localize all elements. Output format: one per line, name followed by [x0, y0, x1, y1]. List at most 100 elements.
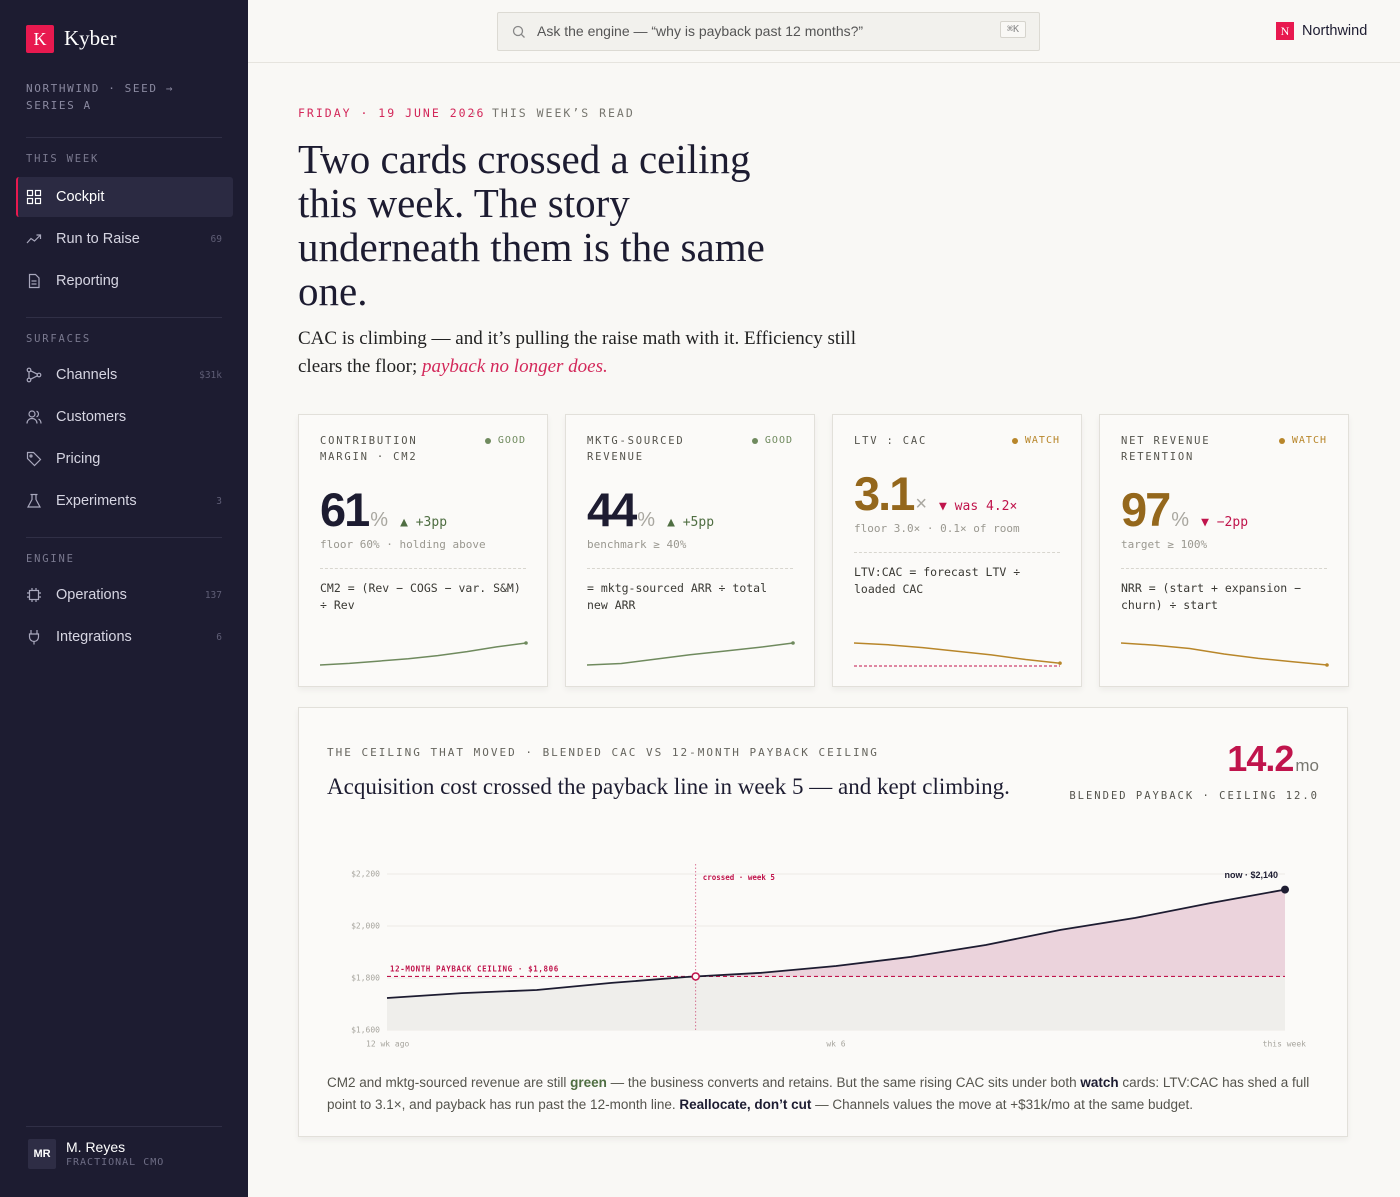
spark-line — [854, 642, 1061, 664]
card-label: LTV : CAC — [854, 435, 928, 447]
status-dot — [751, 438, 758, 444]
nav-item[interactable]: Integrations 6 — [16, 617, 233, 657]
card-divider — [1121, 568, 1327, 569]
stat-value: 14.2 — [1227, 738, 1294, 779]
nav-item[interactable]: Reporting — [16, 261, 233, 301]
nav-icon — [26, 189, 42, 205]
workspace-switcher[interactable]: N Northwind — [1276, 22, 1367, 40]
panel-kicker: THE CEILING THAT MOVED · BLENDED CAC VS … — [327, 746, 879, 759]
card-note: floor 60% · holding above — [320, 538, 486, 551]
y-tick-label: $2,200 — [351, 870, 380, 879]
section-title: ENGINE — [26, 553, 75, 565]
spark-line — [587, 642, 794, 666]
stat-label: BLENDED PAYBACK · CEILING 12.0 — [1069, 790, 1319, 802]
nav-icon — [26, 410, 42, 424]
nav-label: Operations — [56, 587, 127, 603]
separator — [472, 112, 475, 115]
nav-icon — [28, 273, 40, 289]
nav-label: Cockpit — [56, 189, 105, 205]
divider — [26, 317, 222, 318]
nav-item[interactable]: Run to Raise 69 — [16, 219, 233, 259]
card-status: WATCH — [1011, 433, 1060, 449]
card-formula: = mktg-sourced ARR ÷ total new ARR — [587, 581, 768, 612]
card-delta: ▼ −2pp — [1201, 515, 1249, 530]
value-row: 3.1 × ▼ was 4.2× — [854, 466, 1060, 520]
search-icon — [512, 25, 525, 38]
footnote-text: CM2 and mktg-sourced revenue are still — [327, 1075, 571, 1090]
x-tick-label: 12 wk ago — [366, 1040, 410, 1049]
card-label: NET REVENUE RETENTION — [1121, 435, 1211, 463]
dek-emphasis: payback no longer does. — [421, 356, 608, 377]
spark-end — [1058, 661, 1062, 665]
footnote-emphasis: green — [570, 1075, 607, 1090]
y-tick-label: $2,000 — [351, 922, 380, 931]
spark-line — [1121, 642, 1328, 666]
nav-label: Reporting — [56, 273, 119, 289]
card-note: floor 3.0× · 0.1× of room — [854, 522, 1020, 535]
card-delta: ▲ +3pp — [400, 515, 448, 530]
divider — [26, 1126, 222, 1127]
nav-label: Integrations — [56, 629, 132, 645]
nav-icon — [27, 588, 41, 602]
panel-title: Acquisition cost crossed the payback lin… — [327, 774, 1010, 799]
spark-line — [320, 642, 527, 666]
avatar: MR — [28, 1139, 56, 1169]
status-text: GOOD — [497, 435, 526, 446]
nav-label: Channels — [56, 367, 118, 383]
card-unit: % — [637, 509, 656, 531]
kpi-card: LTV : CAC WATCH 3.1 × ▼ was 4.2× floor 3.0× ·… — [832, 414, 1082, 687]
status-text: WATCH — [1024, 435, 1060, 446]
search-box[interactable]: Ask the engine — “why is payback past 12… — [497, 12, 1040, 51]
cac-line — [386, 888, 1286, 999]
status-dot — [1011, 438, 1018, 444]
nav-icon — [28, 630, 40, 645]
brand-name: Kyber — [64, 26, 117, 50]
area-below — [387, 889, 1285, 1030]
card-label: CONTRIBUTION MARGIN · CM2 — [320, 435, 418, 463]
nav-icon — [26, 234, 42, 244]
x-tick-label: this week — [1263, 1040, 1307, 1049]
card-status: GOOD — [484, 433, 526, 449]
card-delta: ▼ was 4.2× — [939, 499, 1018, 514]
status-text: GOOD — [764, 435, 793, 446]
sparkline — [587, 641, 795, 666]
nav-icon — [26, 451, 42, 467]
sparkline — [854, 642, 1062, 667]
nav-label: Run to Raise — [56, 231, 140, 247]
nav-item[interactable]: Cockpit — [16, 177, 233, 217]
nav-item[interactable]: Operations 137 — [16, 575, 233, 615]
footnote-text: — the business converts and retains. But… — [606, 1075, 1081, 1090]
spark-end — [1325, 663, 1329, 667]
nav-item[interactable]: Channels $31k — [16, 355, 233, 395]
card-label: MKTG-SOURCED REVENUE — [587, 435, 685, 463]
nav-item[interactable]: Pricing — [16, 439, 233, 479]
card-formula: NRR = (start + expansion − churn) ÷ star… — [1121, 581, 1302, 612]
dek: CAC is climbing — and it’s pulling the r… — [298, 325, 868, 381]
spark-end — [791, 641, 795, 645]
card-formula: LTV:CAC = forecast LTV ÷ loaded CAC — [854, 565, 1021, 596]
crossing-marker — [691, 972, 700, 981]
nav-item[interactable]: Customers — [16, 397, 233, 437]
divider — [26, 537, 222, 538]
nav-badge: 6 — [216, 631, 222, 643]
status-text: WATCH — [1291, 435, 1327, 446]
nav-label: Pricing — [56, 451, 101, 467]
sparkline — [320, 641, 528, 666]
value-row: 97% ▼ −2pp — [1121, 482, 1327, 536]
area-above — [696, 889, 1285, 977]
shortcut: ⌘K — [999, 21, 1026, 38]
y-tick-label: $1,800 — [351, 974, 380, 983]
card-value: 3.1 — [854, 467, 915, 520]
card-divider — [854, 552, 1060, 553]
date: FRIDAY · 19 JUNE 2026 — [298, 106, 486, 120]
card-unit: % — [1171, 509, 1190, 531]
workspace-mark: N — [1276, 22, 1294, 40]
chart: $1,600 $1,800 $2,000 $2,200 12 wk ago wk 6 thi… — [351, 864, 1307, 1049]
context: NORTHWIND · SEED → SERIES A — [26, 82, 175, 112]
status-dot — [484, 438, 491, 444]
nav-item[interactable]: Experiments 3 — [16, 481, 233, 521]
nav-label: Experiments — [56, 493, 137, 509]
sparkline — [1121, 642, 1329, 667]
footnote-emphasis: Reallocate, don’t cut — [679, 1097, 812, 1112]
